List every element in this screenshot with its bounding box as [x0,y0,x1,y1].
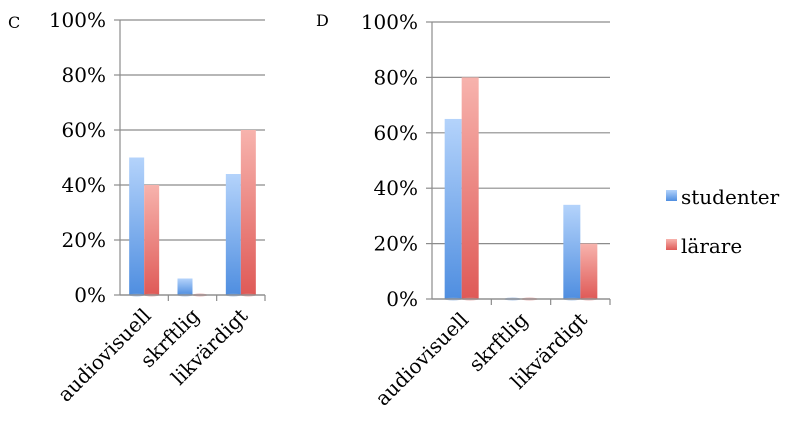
legend-swatch-lärare [666,239,677,250]
legend-label-lärare: lärare [681,234,742,258]
bar-studenter-1 [177,278,193,295]
y-tick-label: 20% [62,228,106,252]
y-tick-label: 0% [386,287,418,311]
bar-studenter-0 [129,157,145,295]
bar-lärare-0 [144,185,160,295]
y-tick-label: 20% [374,232,418,256]
bar-lärare-0 [461,77,479,300]
y-tick-label: 80% [62,63,106,87]
x-category-label: audiovisuell [370,308,473,411]
bar-studenter-2 [563,204,581,299]
chart-panel-d: D0%20%40%60%80%100%audiovisuellskrftligl… [316,10,611,411]
y-tick-label: 40% [62,173,106,197]
panel-label: D [316,11,329,30]
chart-panel-c: C0%20%40%60%80%100%audiovisuellskrftligl… [8,8,266,406]
y-tick-label: 60% [62,118,106,142]
bar-lärare-2 [580,243,598,299]
bar-studenter-0 [444,118,462,299]
legend: studenter lärare [666,185,780,258]
legend-label-studenter: studenter [681,185,780,209]
bar-studenter-2 [225,174,241,295]
y-tick-label: 100% [49,8,106,32]
y-tick-label: 60% [374,121,418,145]
y-tick-label: 0% [74,283,106,307]
y-tick-label: 100% [361,10,418,34]
panel-label: C [8,13,20,32]
legend-swatch-studenter [666,190,677,201]
bar-lärare-2 [240,130,256,295]
y-tick-label: 40% [374,176,418,200]
y-tick-label: 80% [374,65,418,89]
